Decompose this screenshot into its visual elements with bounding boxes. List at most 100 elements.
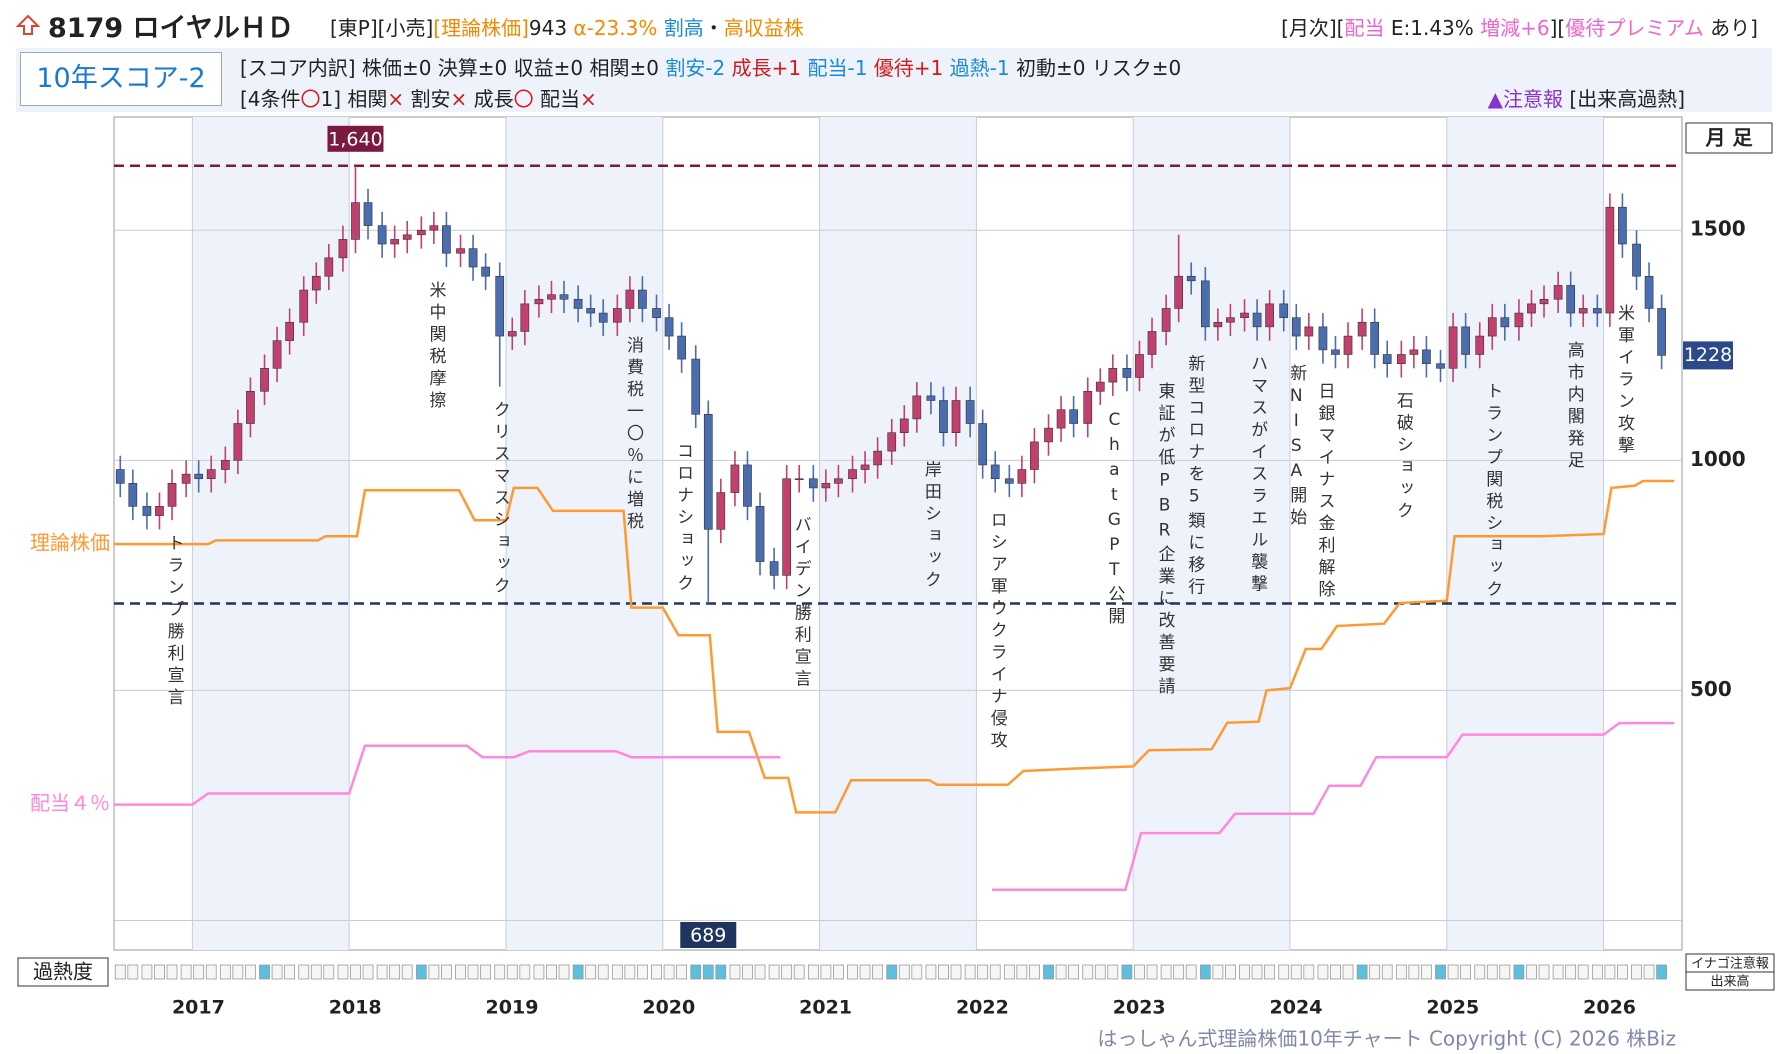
- candle-body: [860, 464, 870, 470]
- overheat-cell: [1656, 964, 1668, 980]
- candle-body: [573, 298, 583, 309]
- candle-body: [612, 308, 622, 323]
- candle-body: [664, 317, 674, 337]
- text-segment: [理論株価]: [433, 16, 529, 40]
- overheat-cell: [1604, 964, 1616, 980]
- candle-body: [1409, 349, 1419, 355]
- header: 8179 ロイヤルＨＤ [東P][小売][理論株価]943 α-23.3% 割高…: [0, 0, 1780, 116]
- candle-body: [1279, 303, 1289, 318]
- overheat-cell: [898, 964, 910, 980]
- candle-body: [507, 331, 517, 337]
- overheat-cell: [1146, 964, 1158, 980]
- overheat-cell: [114, 964, 126, 980]
- candle-body: [1539, 298, 1549, 305]
- high-label: 1,640: [328, 128, 382, 150]
- candle-body: [1213, 321, 1223, 328]
- text-segment: [東P][小売]: [330, 16, 434, 40]
- overheat-label: 過熱度: [33, 960, 93, 984]
- overheat-cell: [807, 964, 819, 980]
- candle-body: [1396, 354, 1406, 364]
- candle-body: [926, 395, 936, 401]
- overheat-cell: [506, 964, 518, 980]
- event-label: 米軍イラン攻撃: [1614, 304, 1635, 458]
- overheat-cell: [376, 964, 388, 980]
- overheat-cell: [323, 964, 335, 980]
- candle-body: [1265, 303, 1274, 328]
- candle-body: [128, 483, 138, 507]
- overheat-cell: [729, 964, 741, 980]
- text-segment: 優待+1: [873, 56, 950, 80]
- text-segment: 高収益株: [723, 16, 804, 40]
- event-label: 高市内閣発足: [1564, 341, 1585, 473]
- candle-body: [1226, 317, 1235, 323]
- overheat-cell: [219, 964, 231, 980]
- x-tick-label: 2021: [799, 997, 852, 1019]
- candle-body: [1240, 312, 1249, 318]
- overheat-cell: [1317, 964, 1329, 980]
- text-segment: 初動±0 リスク±0: [1015, 56, 1182, 80]
- year-band: [192, 117, 350, 950]
- candle-body: [1017, 469, 1027, 484]
- overheat-cell: [480, 964, 492, 980]
- text-segment: 優待プレミアム: [1565, 16, 1704, 40]
- series-line: [114, 479, 1675, 814]
- overheat-cell: [1121, 964, 1133, 980]
- candle-body: [951, 400, 961, 434]
- overheat-cell: [401, 964, 413, 980]
- text-segment: 増減+6: [1480, 16, 1550, 40]
- event-label: 東証が低PBR企業に改善要請: [1155, 382, 1176, 699]
- overheat-legend-box: [1685, 971, 1775, 991]
- candle-body: [299, 289, 309, 323]
- overheat-cell: [1513, 964, 1525, 980]
- candle-body: [1331, 349, 1340, 355]
- period-box: [1685, 122, 1773, 154]
- y-tick-label: 1000: [1690, 447, 1746, 471]
- event-label: 石破ショック: [1393, 391, 1414, 523]
- overheat-cell: [1447, 964, 1459, 980]
- overheat-cell: [1003, 964, 1015, 980]
- candle-body: [155, 506, 164, 516]
- overheat-cell: [1408, 964, 1420, 980]
- overheat-cell: [1199, 964, 1211, 980]
- candle-body: [481, 266, 490, 277]
- overheat-cell: [127, 964, 139, 980]
- candle-body: [743, 464, 752, 507]
- text-segment: 配当: [1344, 16, 1385, 40]
- overheat-cell: [1160, 964, 1172, 980]
- candle-body: [1200, 280, 1210, 328]
- candle-body: [1069, 409, 1078, 424]
- candle-body: [703, 414, 713, 530]
- overheat-cell: [284, 964, 296, 980]
- overheat-cell: [310, 964, 322, 980]
- overheat-cell: [1303, 964, 1315, 980]
- overheat-cell: [166, 964, 178, 980]
- event-label: トランプ関税ショック: [1482, 382, 1503, 602]
- candle-body: [167, 483, 177, 507]
- overheat-cell: [1173, 964, 1185, 980]
- text-segment: 割安-2: [665, 56, 732, 80]
- text-segment: ×: [580, 87, 597, 111]
- candle-body: [1186, 275, 1196, 282]
- overheat-cell: [494, 964, 506, 980]
- score-box: 10年スコア-2: [20, 52, 222, 106]
- candle-body: [285, 321, 294, 341]
- candle-body: [351, 202, 360, 240]
- candle-body: [402, 234, 412, 240]
- text-segment: ][: [1549, 16, 1566, 40]
- year-band: [819, 117, 977, 950]
- candle-body: [547, 294, 556, 300]
- candle-body: [1004, 478, 1014, 484]
- overheat-cell: [1526, 964, 1537, 980]
- candle-body: [716, 492, 726, 530]
- overheat-cell: [1631, 964, 1642, 980]
- text-segment: [スコア内訳] 株価±0 決算±0 収益±0 相関±0: [240, 56, 666, 80]
- overheat-cell: [872, 964, 884, 980]
- overheat-cell: [1460, 964, 1472, 980]
- text-segment: [出来高過熱]: [1569, 87, 1685, 111]
- text-segment: 割高: [657, 16, 704, 40]
- candle-body: [260, 367, 269, 392]
- candle-body: [194, 473, 204, 480]
- x-tick-label: 2025: [1426, 997, 1479, 1019]
- overheat-cell: [558, 964, 570, 980]
- candle-body: [181, 473, 191, 484]
